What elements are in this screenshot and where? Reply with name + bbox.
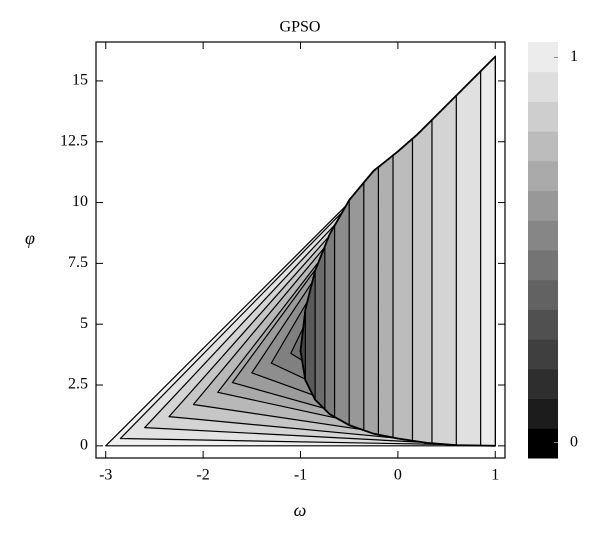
y-axis-label: φ: [25, 228, 35, 248]
colorbar-band: [528, 71, 558, 102]
colorbar-band: [528, 398, 558, 429]
colorbar-band: [528, 131, 558, 162]
chart-title: GPSO: [280, 19, 321, 36]
colorbar-tick-label: 1: [570, 48, 578, 65]
y-tick-label: 2.5: [68, 376, 88, 393]
colorbar-band: [528, 368, 558, 400]
colorbar-band: [528, 42, 558, 73]
y-tick-label: 7.5: [68, 254, 88, 271]
y-tick-label: 0: [80, 437, 88, 454]
x-axis-label: ω: [294, 500, 307, 520]
colorbar-band: [528, 428, 558, 459]
x-tick-label: -2: [196, 467, 209, 484]
colorbar-band: [528, 339, 558, 370]
contour-line: [299, 55, 496, 352]
y-tick-label: 12.5: [60, 132, 88, 149]
x-tick-label: 0: [394, 467, 402, 484]
colorbar-band: [528, 250, 558, 281]
colorbar-band: [528, 160, 558, 192]
colorbar-band: [528, 220, 558, 251]
colorbar-band: [528, 101, 558, 132]
colorbar-band: [528, 190, 558, 221]
x-tick-label: -1: [294, 467, 307, 484]
x-tick-label: -3: [99, 467, 112, 484]
colorbar-band: [528, 309, 558, 340]
colorbar-tick-label: 0: [570, 433, 578, 450]
contour-line: [299, 350, 496, 447]
x-tick-label: 1: [491, 467, 499, 484]
colorbar-band: [528, 279, 558, 310]
y-tick-label: 5: [80, 315, 88, 332]
y-tick-label: 10: [72, 193, 88, 210]
y-tick-label: 15: [72, 72, 88, 89]
